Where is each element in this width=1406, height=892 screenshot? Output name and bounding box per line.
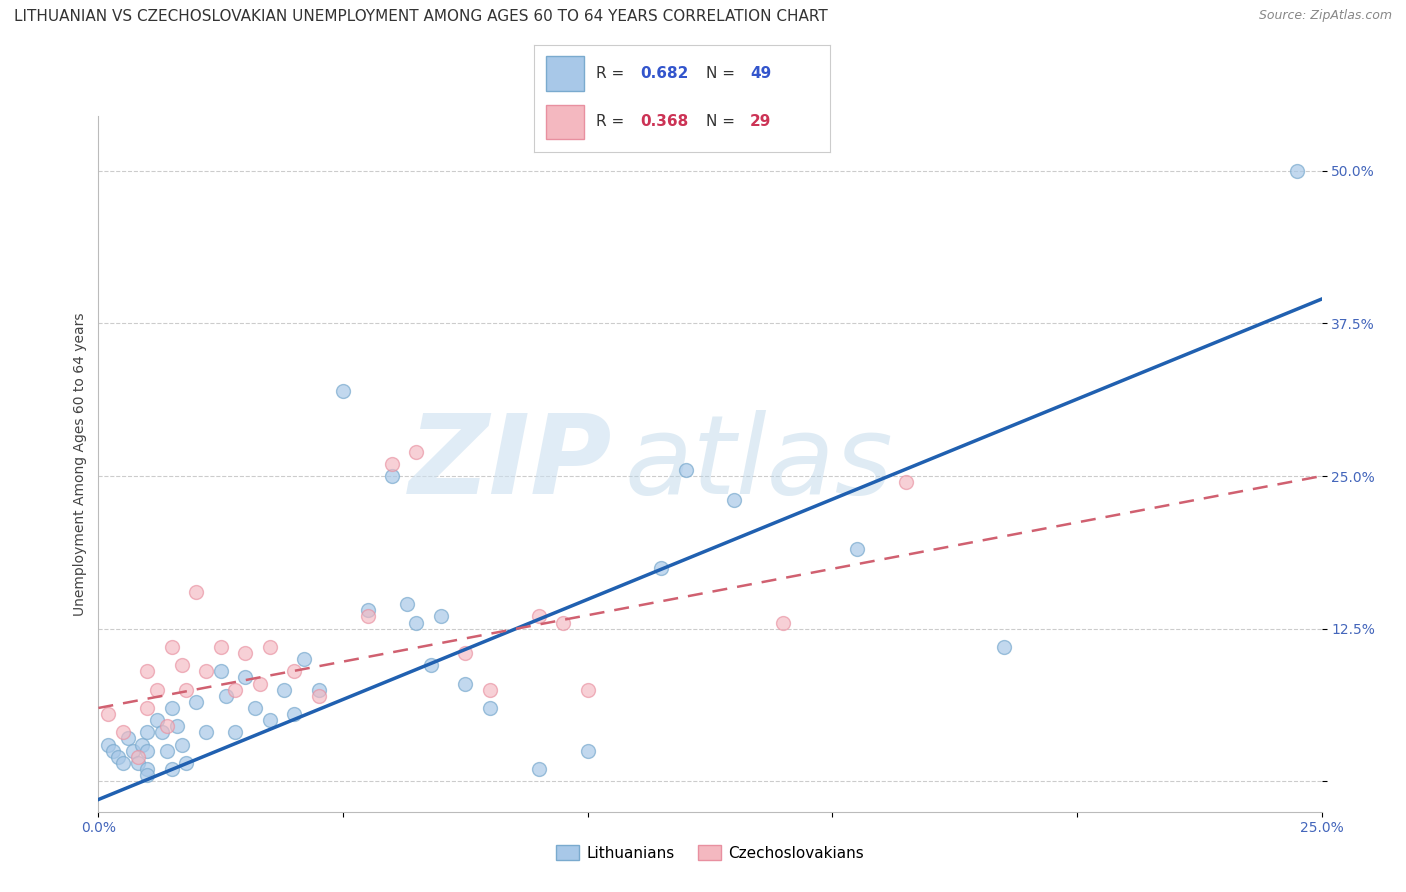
- Text: 0.368: 0.368: [641, 114, 689, 129]
- Point: [136, 744, 159, 758]
- Point: [283, 665, 305, 679]
- Text: N =: N =: [706, 66, 740, 81]
- Point: [527, 609, 550, 624]
- Point: [993, 640, 1015, 654]
- Text: 0.682: 0.682: [641, 66, 689, 81]
- Point: [723, 493, 745, 508]
- Point: [136, 665, 159, 679]
- Point: [454, 646, 477, 660]
- Point: [195, 725, 218, 739]
- Point: [273, 682, 295, 697]
- Point: [209, 640, 232, 654]
- Point: [283, 707, 305, 722]
- Point: [111, 725, 134, 739]
- Point: [1286, 164, 1309, 178]
- Bar: [546, 104, 585, 139]
- Point: [195, 665, 218, 679]
- Point: [127, 749, 149, 764]
- Text: N =: N =: [706, 114, 740, 129]
- Point: [136, 701, 159, 715]
- Text: Source: ZipAtlas.com: Source: ZipAtlas.com: [1258, 9, 1392, 22]
- Point: [356, 603, 378, 617]
- Point: [156, 744, 179, 758]
- Point: [233, 646, 256, 660]
- Point: [101, 744, 124, 758]
- Point: [243, 701, 266, 715]
- Point: [160, 762, 183, 776]
- Point: [160, 640, 183, 654]
- Point: [166, 719, 188, 733]
- Point: [650, 560, 672, 574]
- Point: [224, 725, 246, 739]
- Legend: Lithuanians, Czechoslovakians: Lithuanians, Czechoslovakians: [550, 838, 870, 867]
- Y-axis label: Unemployment Among Ages 60 to 64 years: Unemployment Among Ages 60 to 64 years: [73, 312, 87, 615]
- Point: [121, 744, 143, 758]
- Point: [405, 615, 427, 630]
- Point: [845, 542, 868, 557]
- Text: R =: R =: [596, 114, 630, 129]
- Point: [527, 762, 550, 776]
- Point: [170, 738, 193, 752]
- Point: [127, 756, 149, 770]
- Point: [332, 384, 354, 398]
- Point: [136, 768, 159, 782]
- Point: [308, 682, 330, 697]
- Point: [107, 749, 129, 764]
- Point: [553, 615, 575, 630]
- Point: [395, 597, 418, 611]
- Text: R =: R =: [596, 66, 630, 81]
- Point: [214, 689, 236, 703]
- Point: [150, 725, 173, 739]
- Text: 49: 49: [749, 66, 770, 81]
- Point: [576, 682, 599, 697]
- Point: [131, 738, 153, 752]
- Text: 29: 29: [749, 114, 772, 129]
- Point: [233, 670, 256, 684]
- Point: [224, 682, 246, 697]
- Point: [259, 640, 281, 654]
- Point: [117, 731, 139, 746]
- Point: [772, 615, 794, 630]
- Point: [136, 762, 159, 776]
- Point: [259, 713, 281, 727]
- Point: [170, 658, 193, 673]
- Point: [675, 463, 697, 477]
- Point: [97, 738, 120, 752]
- Point: [430, 609, 453, 624]
- Point: [454, 676, 477, 690]
- Point: [478, 701, 501, 715]
- Point: [576, 744, 599, 758]
- Point: [356, 609, 378, 624]
- Point: [405, 444, 427, 458]
- Point: [111, 756, 134, 770]
- Text: ZIP: ZIP: [409, 410, 612, 517]
- Point: [292, 652, 315, 666]
- Point: [381, 469, 404, 483]
- Point: [186, 585, 208, 599]
- Point: [97, 707, 120, 722]
- Point: [176, 682, 198, 697]
- Point: [894, 475, 917, 490]
- Point: [176, 756, 198, 770]
- Point: [381, 457, 404, 471]
- Point: [160, 701, 183, 715]
- Point: [249, 676, 271, 690]
- Point: [209, 665, 232, 679]
- Point: [186, 695, 208, 709]
- Text: LITHUANIAN VS CZECHOSLOVAKIAN UNEMPLOYMENT AMONG AGES 60 TO 64 YEARS CORRELATION: LITHUANIAN VS CZECHOSLOVAKIAN UNEMPLOYME…: [14, 9, 828, 24]
- Point: [146, 682, 169, 697]
- Point: [420, 658, 443, 673]
- Point: [136, 725, 159, 739]
- Text: atlas: atlas: [624, 410, 893, 517]
- Point: [156, 719, 179, 733]
- Point: [146, 713, 169, 727]
- Point: [478, 682, 501, 697]
- Bar: [546, 56, 585, 91]
- Point: [308, 689, 330, 703]
